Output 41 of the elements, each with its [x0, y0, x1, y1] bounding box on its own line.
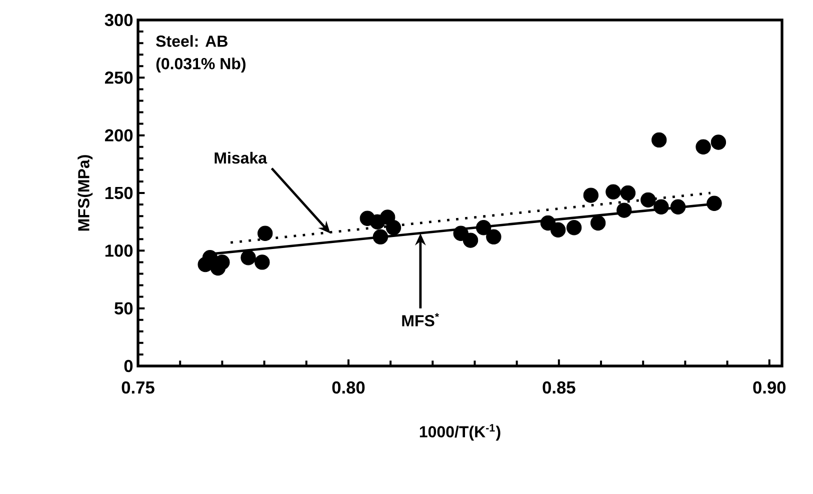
- point: [590, 215, 606, 231]
- point: [476, 220, 492, 236]
- y-tick-label: 200: [104, 129, 133, 142]
- point: [240, 250, 256, 266]
- y-axis-title: MFS(MPa): [78, 155, 93, 231]
- point: [462, 232, 478, 248]
- annotation: Misaka: [214, 152, 268, 164]
- point: [360, 210, 376, 226]
- x-tick-label: 0.90: [753, 381, 786, 394]
- x-axis-title: 1000/T(K$^{-1}$): [420, 424, 500, 441]
- y-tick-label: 300: [104, 14, 133, 26]
- point: [258, 226, 273, 241]
- point: [540, 215, 556, 231]
- point: [654, 199, 669, 214]
- point: [640, 192, 656, 208]
- y-tick-label: 100: [105, 244, 133, 257]
- y-tick-label: 50: [114, 302, 133, 314]
- point: [486, 229, 502, 244]
- x-tick-label: 0.85: [542, 381, 576, 394]
- point: [566, 220, 582, 236]
- point: [651, 132, 667, 148]
- annotation: (0.031% Nb): [156, 58, 246, 73]
- point: [386, 220, 402, 236]
- point: [550, 222, 566, 238]
- annotation: MFS$^{*}$: [402, 313, 440, 326]
- y-tick-label: 150: [105, 186, 133, 200]
- point: [710, 134, 726, 150]
- point: [254, 254, 270, 270]
- y-tick-label: 0: [124, 360, 133, 372]
- annotation: Steel: AB: [156, 35, 228, 47]
- point: [696, 139, 711, 154]
- y-tick-label: 250: [104, 72, 133, 84]
- point: [606, 184, 621, 200]
- point: [670, 199, 686, 214]
- point: [616, 202, 632, 218]
- x-tick-label: 0.75: [122, 381, 154, 394]
- point: [583, 188, 599, 203]
- point: [620, 185, 636, 201]
- x-tick-label: 0.80: [332, 381, 365, 394]
- point: [372, 229, 388, 244]
- point: [706, 196, 722, 211]
